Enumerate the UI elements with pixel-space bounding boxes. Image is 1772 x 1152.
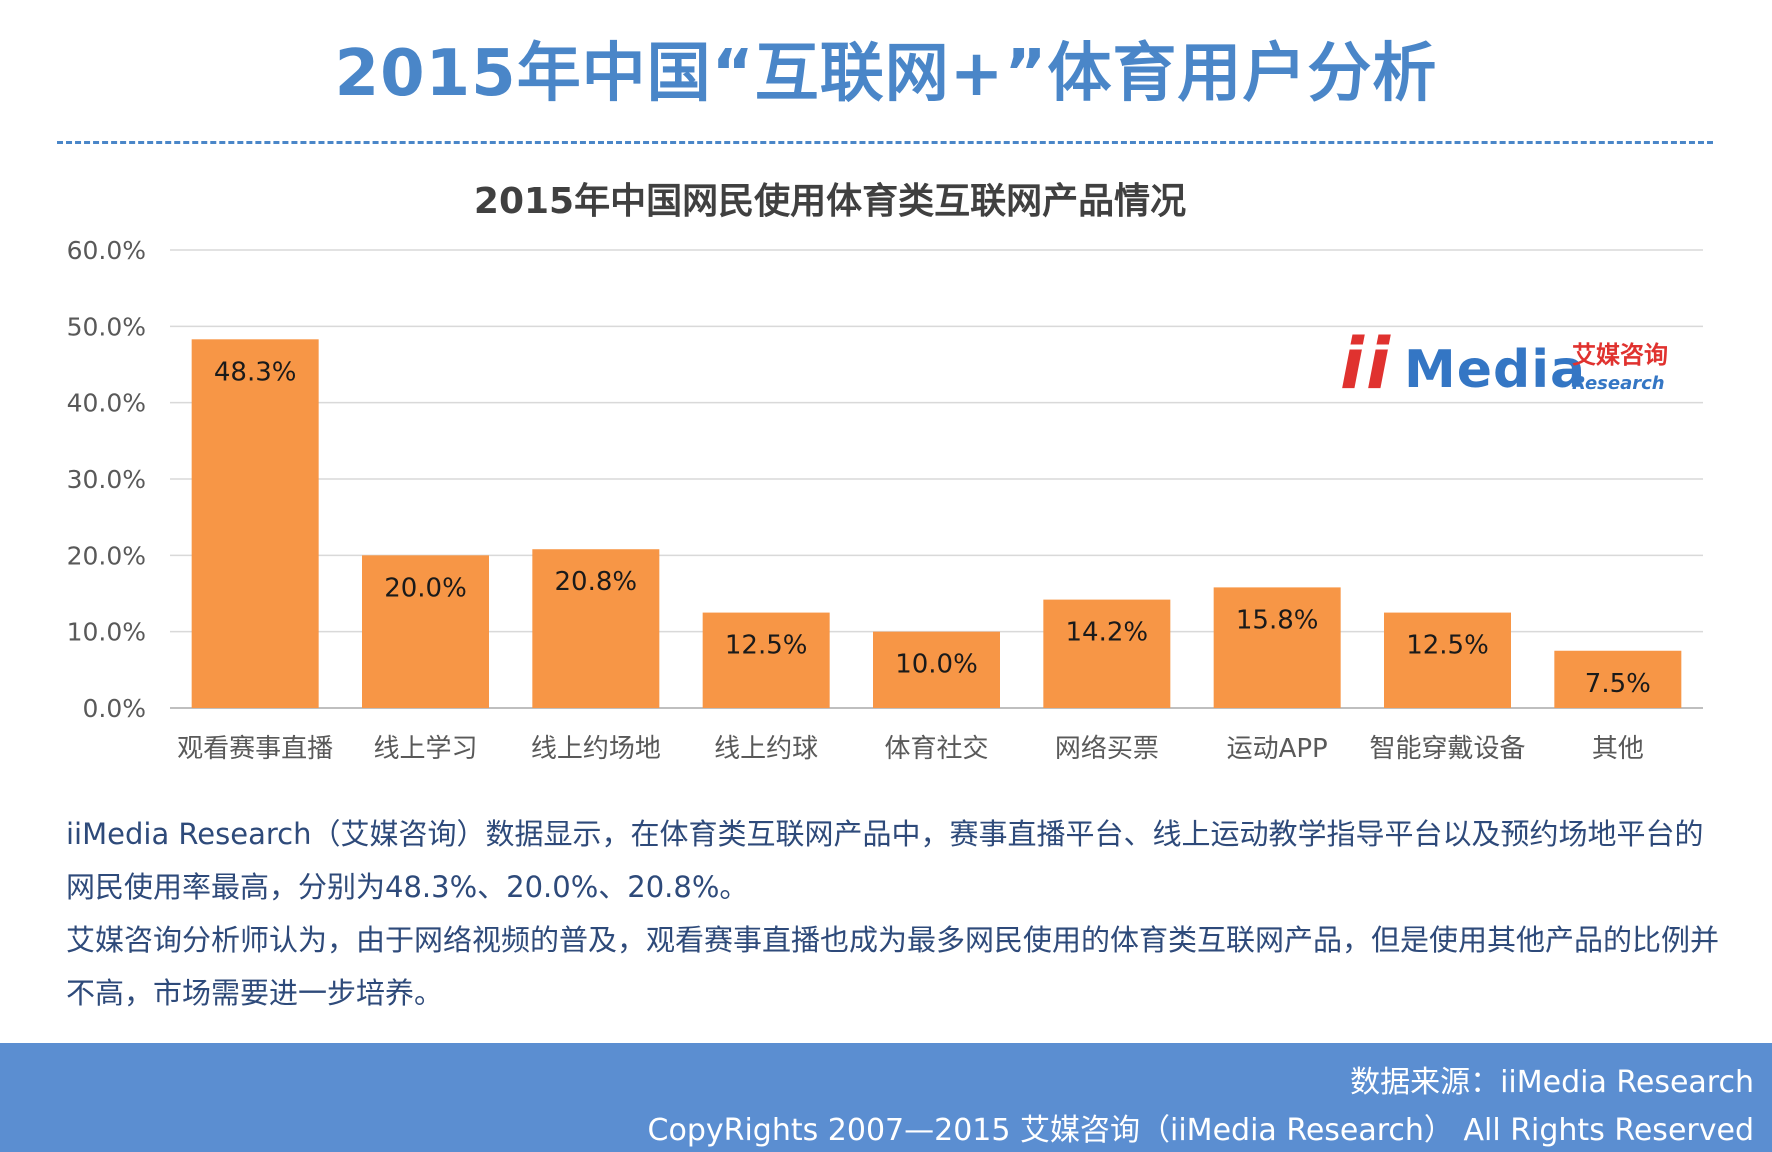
- data-label: 15.8%: [1236, 605, 1319, 635]
- data-label: 12.5%: [725, 631, 808, 661]
- x-tick-label: 智能穿戴设备: [1369, 734, 1525, 764]
- analysis-paragraph: 艾媒咨询分析师认为，由于网络视频的普及，观看赛事直播也成为最多网民使用的体育类互…: [66, 923, 1720, 1010]
- y-tick-label: 0.0%: [82, 694, 146, 723]
- logo-research-text: Research: [1572, 373, 1665, 394]
- y-tick-label: 10.0%: [67, 618, 146, 647]
- data-label: 12.5%: [1406, 631, 1489, 661]
- analysis-text: iiMedia Research（艾媒咨询）数据显示，在体育类互联网产品中，赛事…: [66, 808, 1726, 1020]
- title-divider: [57, 141, 1713, 144]
- data-label: 20.0%: [384, 573, 467, 603]
- data-label: 48.3%: [214, 357, 297, 387]
- imedia-logo: i i Media 艾媒咨询 Research: [1340, 320, 1670, 400]
- bar: [1213, 587, 1341, 708]
- data-label: 14.2%: [1066, 618, 1149, 648]
- analysis-paragraph: iiMedia Research（艾媒咨询）数据显示，在体育类互联网产品中，赛事…: [66, 817, 1704, 904]
- bar-chart: 0.0% 10.0% 20.0% 30.0% 40.0% 50.0% 60.0% 48.3% 观…: [67, 236, 1703, 764]
- logo-chinese-text: 艾媒咨询: [1572, 341, 1668, 369]
- x-tick-label: 线上学习: [373, 734, 477, 764]
- logo-media-text: Media: [1404, 340, 1587, 400]
- x-tick-label: 运动APP: [1227, 734, 1328, 764]
- bar: [1043, 599, 1171, 708]
- bar: [532, 549, 660, 708]
- y-tick-label: 60.0%: [67, 236, 146, 265]
- page-title: 2015年中国“互联网+”体育用户分析: [334, 37, 1438, 111]
- bar: [1384, 612, 1511, 708]
- x-tick-label: 网络买票: [1055, 734, 1159, 764]
- y-tick-label: 30.0%: [67, 465, 146, 494]
- data-label: 7.5%: [1585, 669, 1651, 699]
- bar: [362, 555, 489, 708]
- bar: [702, 612, 830, 708]
- bar: [873, 631, 1000, 708]
- data-label: 10.0%: [895, 650, 978, 680]
- x-tick-label: 体育社交: [884, 734, 988, 764]
- x-tick-label: 其他: [1592, 734, 1644, 764]
- x-tick-label: 线上约球: [714, 734, 818, 764]
- bar: [191, 339, 319, 708]
- x-tick-label: 观看赛事直播: [177, 734, 333, 764]
- x-tick-label: 线上约场地: [531, 734, 661, 764]
- y-tick-label: 20.0%: [67, 541, 146, 570]
- chart-title: 2015年中国网民使用体育类互联网产品情况: [473, 181, 1187, 222]
- copyright: CopyRights 2007—2015 艾媒咨询（iiMedia Resear…: [647, 1113, 1754, 1148]
- data-label: 20.8%: [555, 567, 638, 597]
- data-source: 数据来源：iiMedia Research: [1350, 1065, 1754, 1100]
- y-tick-label: 50.0%: [67, 312, 146, 341]
- logo-letter-i: i: [1340, 323, 1364, 405]
- footer: 数据来源：iiMedia Research CopyRights 2007—20…: [0, 1043, 1772, 1152]
- logo-letter-i: i: [1366, 323, 1390, 405]
- y-tick-label: 40.0%: [67, 389, 146, 418]
- bar: [1554, 650, 1682, 708]
